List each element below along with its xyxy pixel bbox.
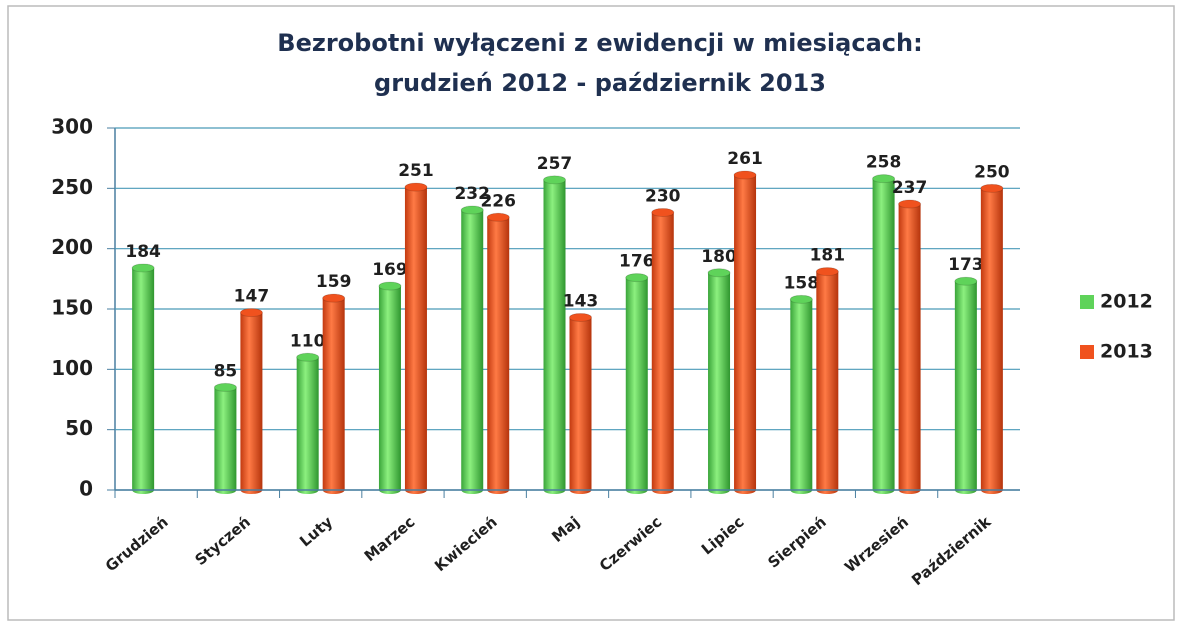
bar-top bbox=[651, 207, 675, 217]
bar-top bbox=[707, 268, 731, 278]
bar-top bbox=[898, 199, 922, 209]
value-label: 184 bbox=[125, 242, 161, 262]
bar bbox=[625, 273, 648, 494]
bar bbox=[543, 175, 566, 495]
bar-top bbox=[322, 293, 346, 303]
bar-top bbox=[213, 382, 237, 392]
bar-top bbox=[460, 205, 484, 215]
y-tick-label: 150 bbox=[51, 296, 93, 320]
value-label: 110 bbox=[290, 331, 326, 351]
bar bbox=[790, 295, 813, 494]
value-label: 226 bbox=[480, 191, 516, 211]
bar-top bbox=[131, 263, 155, 273]
y-tick-label: 300 bbox=[51, 115, 93, 139]
bar-top bbox=[543, 175, 566, 185]
bar bbox=[322, 294, 345, 494]
bar-top bbox=[569, 312, 592, 322]
value-label: 181 bbox=[810, 246, 846, 266]
legend-swatch bbox=[1080, 295, 1094, 309]
bar bbox=[954, 277, 977, 494]
bar bbox=[461, 206, 484, 494]
bar bbox=[404, 183, 427, 495]
value-label: 169 bbox=[372, 260, 408, 280]
bar-top bbox=[733, 170, 757, 180]
legend-label: 2013 bbox=[1100, 341, 1153, 363]
y-tick-label: 200 bbox=[51, 235, 93, 259]
bar-top bbox=[404, 182, 428, 192]
bar-top bbox=[486, 212, 510, 222]
value-label: 237 bbox=[892, 178, 928, 198]
value-label: 230 bbox=[645, 186, 681, 206]
bar bbox=[214, 383, 237, 494]
chart-title: Bezrobotni wyłączeni z ewidencji w miesi… bbox=[277, 29, 922, 57]
y-tick-label: 50 bbox=[65, 416, 93, 440]
bar bbox=[980, 184, 1003, 495]
bar bbox=[487, 213, 510, 494]
value-label: 261 bbox=[727, 149, 763, 169]
bar bbox=[898, 200, 921, 494]
y-tick-label: 0 bbox=[79, 477, 93, 501]
value-label: 232 bbox=[454, 184, 490, 204]
bar-top bbox=[239, 308, 263, 318]
bar-top bbox=[815, 267, 839, 277]
value-label: 180 bbox=[701, 247, 737, 267]
legend-swatch bbox=[1080, 345, 1094, 359]
value-label: 258 bbox=[866, 153, 902, 173]
bar bbox=[569, 313, 592, 494]
bar-top bbox=[625, 273, 649, 283]
bar bbox=[734, 171, 757, 494]
frame bbox=[7, 5, 1175, 621]
bar bbox=[708, 268, 731, 494]
bar-top bbox=[872, 174, 896, 184]
bar bbox=[296, 353, 319, 494]
chart-subtitle: grudzień 2012 - październik 2013 bbox=[374, 69, 826, 97]
value-label: 159 bbox=[316, 272, 352, 292]
bar bbox=[132, 263, 155, 494]
bar bbox=[240, 308, 263, 494]
value-label: 257 bbox=[537, 154, 573, 174]
bar-top bbox=[980, 183, 1004, 193]
value-label: 251 bbox=[398, 161, 434, 181]
y-tick-label: 250 bbox=[51, 175, 93, 199]
bar bbox=[651, 208, 674, 494]
value-label: 173 bbox=[948, 255, 984, 275]
value-label: 250 bbox=[974, 162, 1010, 182]
bar-top bbox=[378, 281, 402, 291]
bar-top bbox=[954, 276, 978, 286]
y-tick-label: 100 bbox=[51, 356, 93, 380]
value-label: 143 bbox=[563, 291, 599, 311]
legend-label: 2012 bbox=[1100, 291, 1153, 313]
value-label: 147 bbox=[234, 287, 270, 307]
bar-top bbox=[296, 352, 320, 362]
value-label: 158 bbox=[784, 273, 820, 293]
bar-top bbox=[789, 294, 813, 304]
bar bbox=[816, 267, 839, 494]
value-label: 85 bbox=[214, 361, 238, 381]
bar bbox=[872, 174, 895, 494]
value-label: 176 bbox=[619, 252, 655, 272]
bar bbox=[378, 282, 401, 494]
